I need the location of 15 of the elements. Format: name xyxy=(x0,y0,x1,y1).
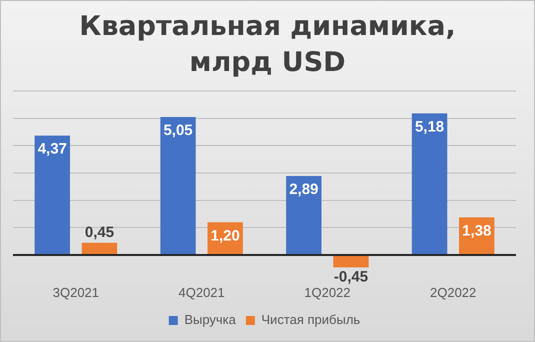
legend-label: Выручка xyxy=(184,312,237,328)
x-tick-label: 2Q2022 xyxy=(430,284,476,300)
data-label: -0,45 xyxy=(334,268,368,286)
legend-label: Чистая прибыль xyxy=(261,312,360,328)
data-label: 1,20 xyxy=(210,227,240,244)
data-label: 2,89 xyxy=(289,181,318,198)
data-label: 5,05 xyxy=(163,122,193,140)
x-tick-label: 1Q2022 xyxy=(304,284,351,300)
data-label: 4,37 xyxy=(38,140,67,158)
x-tick-label: 4Q2021 xyxy=(178,284,225,300)
data-label: 0,45 xyxy=(84,224,114,241)
data-label: 1,38 xyxy=(462,222,492,240)
data-label: 5,18 xyxy=(414,118,444,136)
chart-title: Квартальная динамика, млрд USD xyxy=(78,10,457,80)
x-tick-label: 3Q2021 xyxy=(52,284,100,300)
